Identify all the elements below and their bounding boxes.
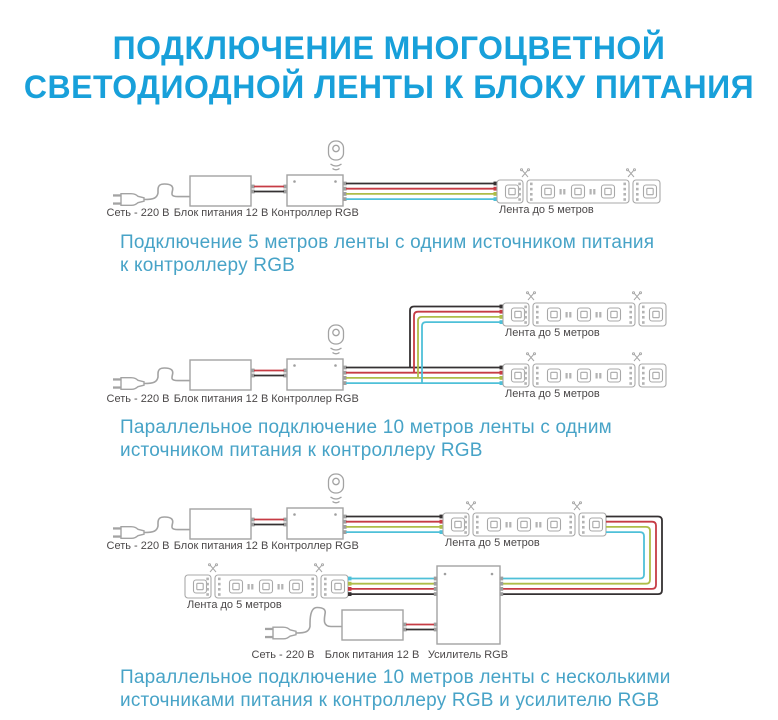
wire-cyan	[421, 321, 503, 384]
power-supply-box-2	[341, 609, 404, 641]
rgb-output-wires	[343, 181, 497, 201]
psu-to-controller-wires	[251, 184, 287, 194]
caption-diagram-2: Параллельное подключение 10 метров ленты…	[120, 416, 612, 462]
strip-label: Лента до 5 метров	[445, 537, 540, 549]
wire-cyan	[500, 531, 645, 580]
diagram-2: Сеть - 220 В Блок питания 12 В Контролле…	[107, 291, 667, 405]
title-line-2: СВЕТОДИОДНОЙ ЛЕНТЫ К БЛОКУ ПИТАНИЯ	[23, 69, 755, 106]
wire-green	[500, 526, 651, 585]
mains-plug-icon	[112, 192, 145, 207]
power-supply-box	[189, 175, 252, 207]
strip-label: Лента до 5 метров	[187, 599, 282, 611]
psu-label: Блок питания 12 В	[174, 393, 269, 405]
controller-label: Контроллер RGB	[271, 393, 359, 405]
power-supply-box	[189, 359, 252, 391]
rgb-amplifier-box	[436, 565, 501, 645]
wrap-around-wires	[500, 515, 663, 595]
mains-label: Сеть - 220 В	[107, 207, 170, 219]
power-cord	[143, 516, 190, 534]
mains-plug-icon	[264, 626, 297, 640]
psu-to-amplifier-wires	[403, 622, 434, 632]
diagram-1: Сеть - 220 В Блок питания 12 В Контролле…	[107, 140, 661, 219]
caption-diagram-1: Подключение 5 метров ленты с одним источ…	[120, 231, 654, 277]
strip-label: Лента до 5 метров	[505, 327, 600, 339]
mains-plug-icon	[112, 526, 145, 539]
psu-to-controller-wires	[251, 517, 287, 527]
rgb-controller-box	[286, 358, 344, 391]
rgb-controller-box	[286, 507, 344, 540]
led-strip-row1	[442, 501, 607, 537]
caption-1-line-2: к контроллеру RGB	[120, 255, 296, 276]
mains-label: Сеть - 220 В	[107, 540, 170, 552]
power-cord	[295, 606, 342, 634]
caption-diagram-3: Параллельное подключение 10 метров ленты…	[120, 666, 671, 712]
caption-1-line-1: Подключение 5 метров ленты с одним источ…	[120, 232, 655, 253]
title-line-1: ПОДКЛЮЧЕНИЕ МНОГОЦВЕТНОЙ	[112, 30, 666, 67]
power-supply-box	[189, 508, 252, 540]
diagram-3: Сеть - 220 В Блок питания 12 В Контролле…	[107, 473, 663, 661]
strip-to-amplifier-wires	[348, 576, 437, 596]
controller-label: Контроллер RGB	[271, 540, 359, 552]
remote-control-icon	[327, 140, 345, 171]
controller-label: Контроллер RGB	[271, 207, 359, 219]
remote-control-icon	[327, 473, 345, 504]
mains-label: Сеть - 220 В	[107, 393, 170, 405]
psu-label: Блок питания 12 В	[174, 207, 269, 219]
amplifier-label: Усилитель RGB	[428, 649, 508, 661]
wire-black	[409, 305, 503, 368]
wire-red	[413, 310, 503, 373]
mains-label: Сеть - 220 В	[252, 649, 315, 661]
power-cord	[143, 367, 190, 385]
amplifier-pins	[433, 576, 504, 632]
rgb-controller-box	[286, 174, 344, 207]
led-strip-row2	[184, 563, 349, 599]
wire-red	[500, 520, 657, 590]
caption-2-line-2: источником питания к контроллеру RGB	[120, 440, 483, 461]
branch-wires-to-top-strip	[409, 304, 503, 384]
page-title: ПОДКЛЮЧЕНИЕ МНОГОЦВЕТНОЙ СВЕТОДИОДНОЙ ЛЕ…	[0, 29, 778, 107]
led-strip	[496, 168, 661, 204]
psu-label: Блок питания 12 В	[325, 649, 420, 661]
psu-to-controller-wires	[251, 368, 287, 378]
wire-black	[500, 515, 663, 595]
caption-3-line-2: источниками питания к контроллеру RGB и …	[120, 690, 660, 711]
strip-label: Лента до 5 метров	[505, 388, 600, 400]
caption-3-line-1: Параллельное подключение 10 метров ленты…	[120, 667, 671, 688]
remote-control-icon	[327, 324, 345, 355]
strip-label: Лента до 5 метров	[499, 204, 594, 216]
led-strip-top	[502, 291, 667, 327]
mains-plug-icon	[112, 377, 145, 390]
wire-green	[417, 316, 503, 378]
led-strip-bottom	[502, 352, 667, 388]
rgb-output-wires	[343, 365, 503, 385]
psu-label: Блок питания 12 В	[174, 540, 269, 552]
caption-2-line-1: Параллельное подключение 10 метров ленты…	[120, 417, 612, 438]
rgb-output-wires	[343, 514, 443, 534]
power-cord	[143, 183, 190, 201]
